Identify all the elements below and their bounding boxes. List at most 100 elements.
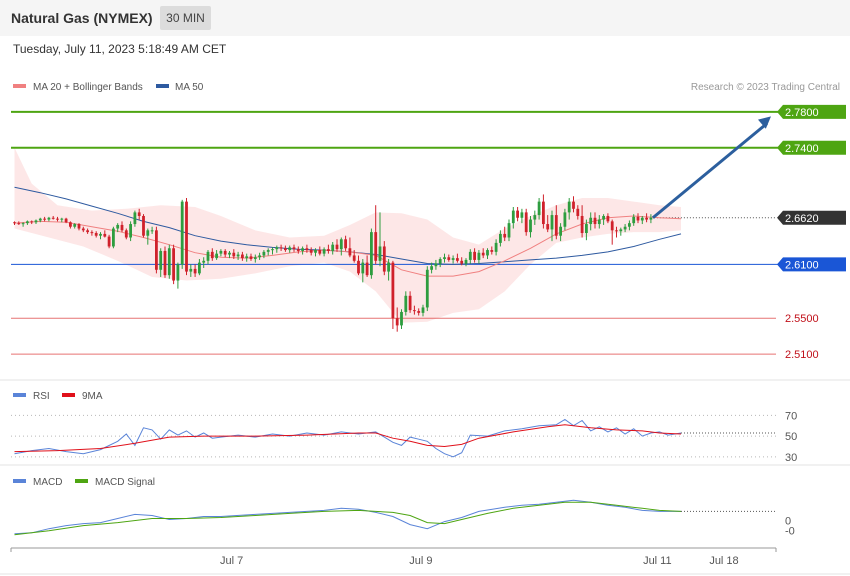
bollinger-band-fill — [14, 147, 681, 323]
level-tag-text: 2.5100 — [785, 349, 819, 361]
candle-44 — [202, 257, 206, 268]
candle-body — [537, 201, 541, 216]
candle-38 — [176, 262, 180, 289]
candle-68 — [305, 244, 309, 253]
instrument-title: Natural Gas (NYMEX) — [11, 10, 153, 26]
candle-31 — [146, 228, 150, 245]
credit-label: Research © 2023 Trading Central — [691, 82, 840, 93]
candle-body — [258, 255, 261, 258]
candle-body — [425, 269, 429, 308]
candle-body — [210, 251, 214, 259]
candle-33 — [155, 226, 158, 274]
candle-137 — [602, 214, 605, 225]
x-label-Jul-9: Jul 9 — [409, 555, 432, 567]
level-tags: 2.7800 2.7400 2.6620 2.6100 2.5500 2.5100 — [777, 104, 846, 361]
candle-104 — [460, 257, 464, 266]
level-tag-text: 2.7400 — [785, 143, 819, 155]
candle-body — [438, 259, 442, 264]
candle-145 — [636, 213, 640, 224]
candle-114 — [503, 226, 507, 242]
candle-129 — [567, 198, 571, 220]
level-tag-2.5100: 2.5100 — [785, 349, 819, 361]
projection-arrow — [651, 116, 771, 219]
candle-body — [572, 201, 575, 209]
candle-body — [314, 250, 317, 253]
level-tag-text: 2.6100 — [785, 259, 819, 271]
candle-body — [81, 228, 85, 231]
candle-21 — [103, 230, 107, 238]
candle-body — [580, 215, 584, 234]
legend-swatch-macd — [13, 479, 26, 483]
candle-135 — [593, 212, 597, 229]
candle-63 — [284, 245, 287, 252]
candle-body — [460, 260, 464, 264]
candle-66 — [296, 246, 300, 254]
candle-body — [228, 252, 231, 255]
candle-130 — [572, 196, 575, 213]
candle-97 — [430, 262, 433, 274]
candle-45 — [206, 250, 210, 265]
candle-70 — [314, 248, 317, 257]
candle-34 — [159, 248, 163, 277]
candle-117 — [516, 207, 519, 222]
candle-14 — [73, 223, 77, 229]
candle-1 — [17, 221, 21, 225]
candle-body — [38, 218, 42, 221]
candle-body — [494, 242, 498, 252]
candle-79 — [352, 250, 356, 263]
candle-body — [245, 256, 249, 259]
candle-body — [279, 247, 283, 249]
legend-swatch-rsi — [13, 393, 26, 397]
candle-body — [430, 266, 433, 270]
candle-0 — [13, 221, 16, 225]
candle-51 — [232, 249, 236, 260]
candle-99 — [438, 257, 442, 268]
candle-body — [47, 217, 51, 220]
candle-112 — [494, 239, 498, 256]
candle-83 — [370, 228, 373, 279]
timeframe-badge[interactable]: 30 MIN — [160, 6, 211, 30]
level-tag-bg — [777, 140, 846, 155]
candle-body — [370, 232, 373, 276]
candle-59 — [266, 248, 270, 256]
candle-body — [198, 262, 201, 274]
level-tag-bg — [777, 257, 846, 272]
candle-140 — [615, 226, 618, 238]
candle-body — [13, 222, 16, 224]
candle-body — [507, 223, 511, 238]
candle-body — [636, 216, 640, 221]
candle-body — [365, 262, 369, 276]
candle-body — [305, 248, 309, 251]
candle-body — [593, 217, 597, 225]
candle-143 — [628, 220, 631, 231]
candle-body — [490, 250, 494, 252]
level-tag-2.7800: 2.7800 — [777, 104, 846, 119]
candle-86 — [382, 241, 386, 276]
candle-body — [434, 263, 438, 267]
level-tag-2.6620: 2.6620 — [777, 210, 846, 225]
candle-body — [378, 246, 382, 261]
candle-3 — [26, 220, 29, 225]
candle-10 — [56, 216, 59, 222]
candle-body — [464, 259, 468, 264]
candle-120 — [529, 215, 532, 238]
candle-body — [262, 251, 266, 256]
x-label-Jul-18: Jul 18 — [709, 555, 738, 567]
macd-panel: 0-0 — [14, 499, 795, 538]
candle-126 — [554, 205, 558, 240]
level-tag-2.5500: 2.5500 — [785, 313, 819, 325]
candle-49 — [223, 249, 227, 258]
candle-body — [223, 250, 227, 255]
candle-body — [602, 215, 605, 220]
level-tag-text: 2.5500 — [785, 313, 819, 325]
candle-13 — [69, 221, 72, 229]
candle-body — [357, 260, 360, 274]
candle-89 — [395, 307, 399, 332]
candle-body — [137, 212, 141, 216]
candle-body — [374, 232, 378, 261]
rsi-tick-70: 70 — [785, 410, 797, 422]
candle-55 — [249, 253, 253, 261]
candle-139 — [610, 219, 614, 245]
candle-42 — [193, 264, 197, 277]
